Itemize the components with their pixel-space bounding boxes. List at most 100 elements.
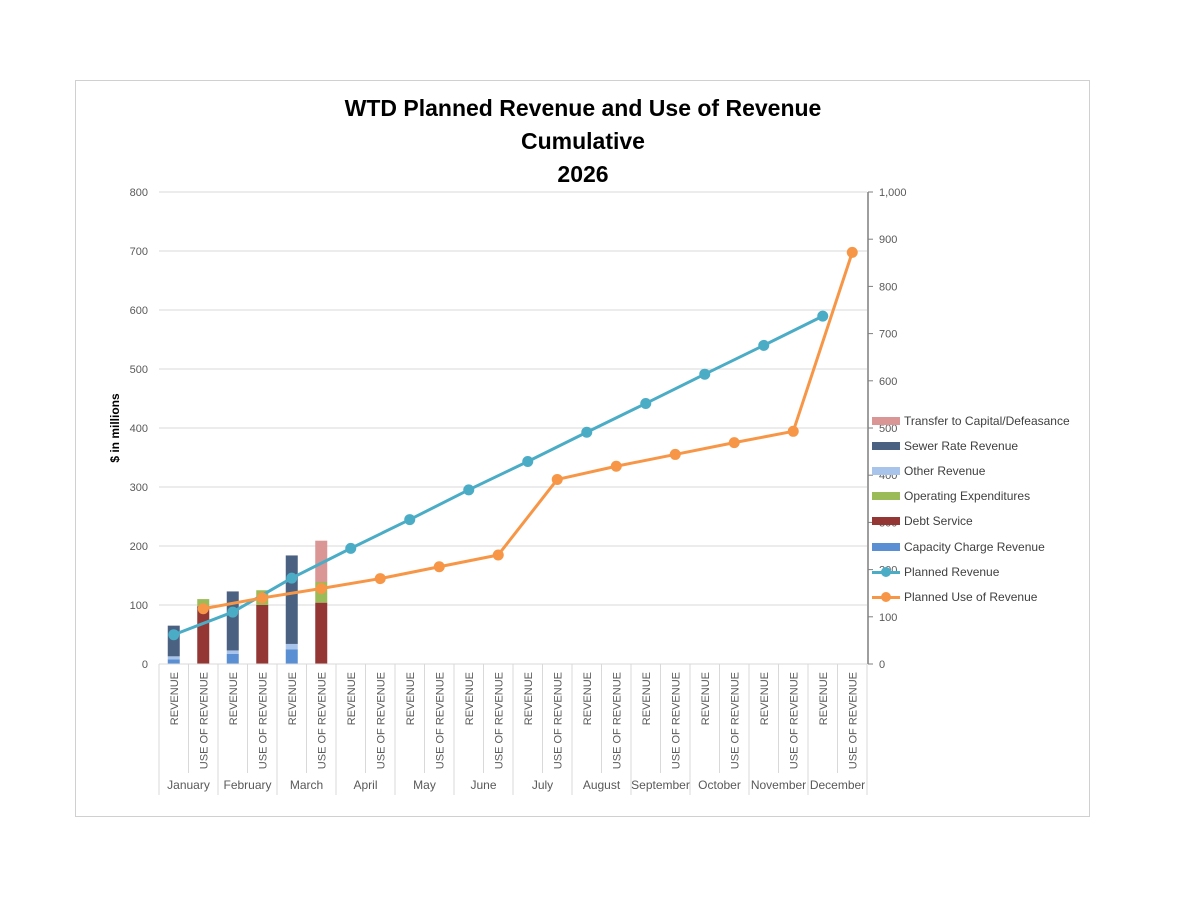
legend-label: Debt Service — [904, 514, 973, 529]
legend-item: Sewer Rate Revenue — [872, 433, 1070, 458]
chart-title-line-1: WTD Planned Revenue and Use of Revenue — [344, 95, 822, 121]
legend-label: Planned Use of Revenue — [904, 589, 1038, 604]
x-subcategory-label: REVENUE — [169, 672, 181, 725]
legend-item: Other Revenue — [872, 458, 1070, 483]
series-line — [202, 251, 854, 611]
x-month-label: January — [167, 778, 210, 792]
data-point — [256, 592, 268, 604]
data-point — [227, 606, 239, 618]
legend-swatch — [872, 416, 900, 425]
bar-segment — [285, 643, 298, 650]
legend-swatch — [872, 542, 900, 551]
x-subcategory-label: USE OF REVENUE — [611, 672, 623, 769]
x-subcategory-label: REVENUE — [641, 672, 653, 725]
legend-swatch — [872, 566, 900, 578]
legend-swatch — [872, 591, 900, 603]
data-point — [640, 397, 652, 409]
y2-tick-label: 500 — [879, 423, 897, 435]
x-month-label: August — [583, 778, 621, 792]
legend-item: Transfer to Capital/Defeasance — [872, 408, 1070, 433]
y-tick-label: 0 — [142, 659, 148, 671]
data-point — [315, 582, 327, 594]
data-point — [699, 368, 711, 380]
x-subcategory-label: USE OF REVENUE — [257, 672, 269, 769]
data-point — [286, 572, 298, 584]
x-subcategory-label: REVENUE — [405, 672, 417, 725]
x-subcategory-label: REVENUE — [759, 672, 771, 725]
y-tick-label: 700 — [130, 246, 148, 258]
x-month-label: March — [290, 778, 323, 792]
x-month-label: February — [223, 778, 271, 792]
data-point — [168, 629, 180, 641]
x-subcategory-label: USE OF REVENUE — [375, 672, 387, 769]
legend-label: Other Revenue — [904, 463, 986, 478]
x-subcategory-label: REVENUE — [818, 672, 830, 725]
legend-swatch — [872, 517, 900, 526]
y-tick-label: 600 — [130, 305, 148, 317]
data-point — [669, 448, 681, 460]
y2-tick-label: 1,000 — [879, 187, 907, 199]
bar-segment — [285, 555, 298, 644]
x-month-label: October — [698, 778, 741, 792]
legend-item: Debt Service — [872, 509, 1070, 534]
data-point — [463, 484, 475, 496]
bar-segment — [226, 650, 239, 654]
x-subcategory-label: USE OF REVENUE — [670, 672, 682, 769]
data-point — [345, 542, 357, 554]
legend-label: Transfer to Capital/Defeasance — [904, 413, 1070, 428]
x-subcategory-label: REVENUE — [700, 672, 712, 725]
chart-title-line-2: Cumulative — [521, 128, 645, 154]
data-point — [758, 339, 770, 351]
legend-item: Planned Revenue — [872, 559, 1070, 584]
x-month-label: November — [751, 778, 806, 792]
x-subcategory-label: USE OF REVENUE — [493, 672, 505, 769]
data-point — [787, 425, 799, 437]
x-subcategory-label: REVENUE — [228, 672, 240, 725]
bar-segment — [197, 606, 210, 664]
chart-title: WTD Planned Revenue and Use of Revenue C… — [0, 92, 1166, 191]
legend-item: Capacity Charge Revenue — [872, 534, 1070, 559]
legend-label: Operating Expenditures — [904, 489, 1031, 504]
x-subcategory-label: REVENUE — [582, 672, 594, 725]
legend-swatch — [872, 492, 900, 501]
x-subcategory-label: USE OF REVENUE — [729, 672, 741, 769]
bar-segment — [197, 599, 210, 607]
x-subcategory-label: USE OF REVENUE — [847, 672, 859, 769]
data-point — [610, 460, 622, 472]
bar-segment — [285, 649, 298, 664]
chart-title-line-3: 2026 — [557, 161, 609, 187]
x-subcategory-label: REVENUE — [346, 672, 358, 725]
data-point — [433, 561, 445, 573]
x-month-label: May — [413, 778, 436, 792]
legend-swatch — [872, 441, 900, 450]
bar-segment — [315, 602, 328, 664]
x-subcategory-label: USE OF REVENUE — [434, 672, 446, 769]
x-subcategory-label: USE OF REVENUE — [788, 672, 800, 769]
x-month-label: April — [353, 778, 377, 792]
x-month-label: September — [631, 778, 690, 792]
y2-tick-label: 600 — [879, 376, 897, 388]
legend-label: Sewer Rate Revenue — [904, 438, 1019, 453]
y-tick-label: 100 — [130, 600, 148, 612]
y2-tick-label: 700 — [879, 329, 897, 341]
x-subcategory-label: REVENUE — [464, 672, 476, 725]
x-month-label: June — [470, 778, 496, 792]
bar-segment — [226, 591, 239, 651]
x-subcategory-label: USE OF REVENUE — [552, 672, 564, 769]
x-subcategory-label: REVENUE — [523, 672, 535, 725]
legend-label: Capacity Charge Revenue — [904, 539, 1045, 554]
series-line — [173, 314, 824, 637]
legend-item: Planned Use of Revenue — [872, 584, 1070, 609]
legend-swatch — [872, 466, 900, 475]
y-tick-label: 300 — [130, 482, 148, 494]
legend-item: Operating Expenditures — [872, 484, 1070, 509]
bar-segment — [167, 659, 180, 664]
y2-tick-label: 900 — [879, 234, 897, 246]
bar-segment — [256, 605, 269, 664]
x-subcategory-label: USE OF REVENUE — [316, 672, 328, 769]
y2-tick-label: 800 — [879, 281, 897, 293]
chart-legend: Transfer to Capital/Defeasance Sewer Rate… — [872, 408, 1070, 610]
chart-frame — [75, 80, 1090, 817]
x-month-label: December — [810, 778, 865, 792]
